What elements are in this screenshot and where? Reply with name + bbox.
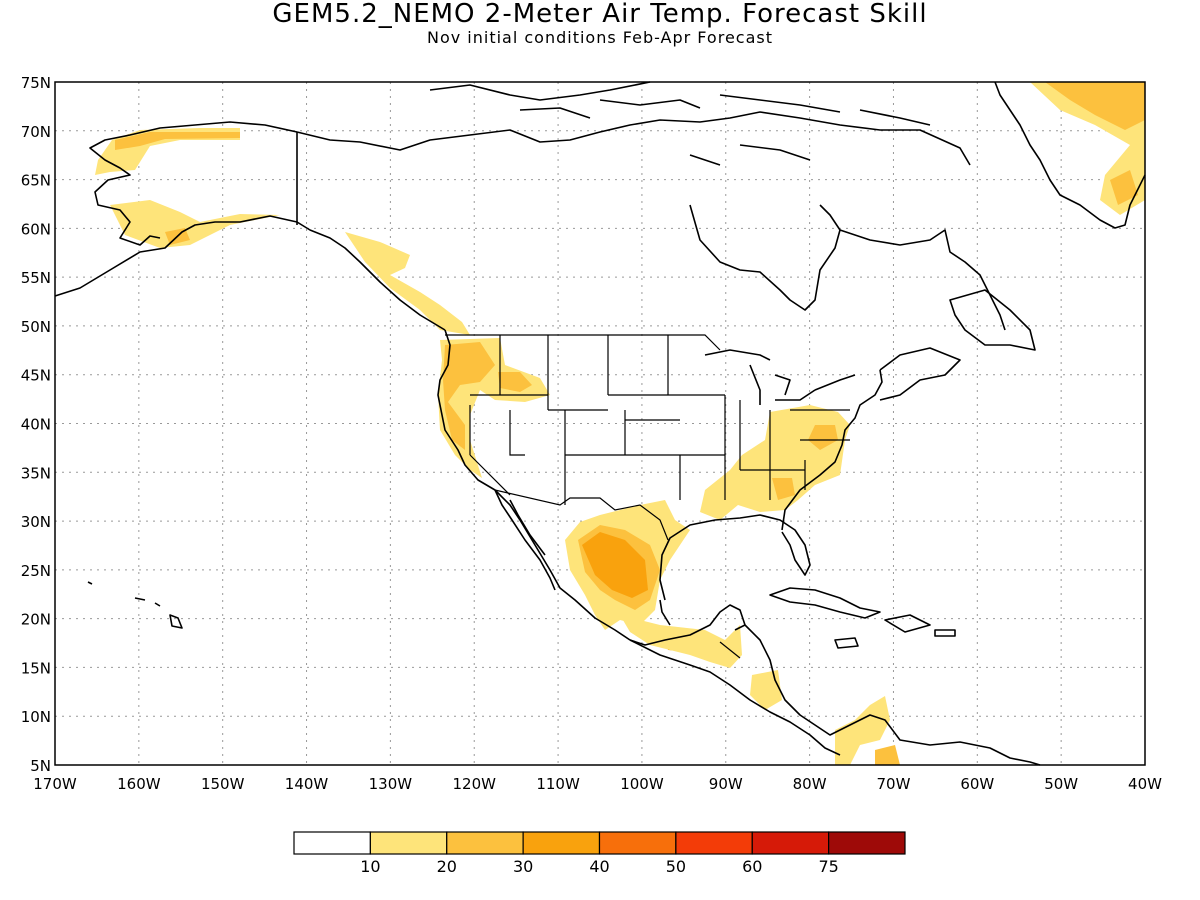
lat-tick-label: 65N	[21, 172, 51, 190]
legend-swatch	[828, 831, 906, 855]
shade-venezuela	[875, 745, 900, 765]
shade-east-light	[700, 405, 850, 520]
lon-tick-label: 110W	[536, 775, 580, 793]
shade-east-mid-2	[772, 478, 795, 500]
shade-central-america-light	[620, 615, 742, 668]
shade-east-mid-1	[808, 425, 838, 450]
legend-label: 75	[818, 857, 838, 876]
coast-puerto-rico	[934, 629, 956, 637]
legend-label: 50	[666, 857, 686, 876]
lat-tick-label: 25N	[21, 562, 51, 580]
lon-tick-label: 50W	[1044, 775, 1078, 793]
coast-hawaii	[87, 581, 183, 629]
shade-pnw-mid	[443, 342, 495, 450]
lon-tick-label: 170W	[33, 775, 77, 793]
border-us-states	[469, 335, 850, 505]
shade-alaska-south	[110, 200, 280, 248]
lon-tick-label: 120W	[452, 775, 496, 793]
coast-central-america	[629, 624, 1041, 766]
shade-bc	[345, 232, 470, 335]
lon-tick-label: 90W	[709, 775, 743, 793]
coast-arctic-islands	[429, 81, 931, 166]
shade-idaho	[498, 372, 532, 392]
lat-tick-label: 55N	[21, 269, 51, 287]
coast-us-west	[437, 329, 631, 641]
longitude-labels: 170W 160W 150W 140W 130W 120W 110W 100W 90W 80W 70…	[33, 775, 1162, 793]
shade-greenland-east	[1110, 170, 1138, 205]
lat-tick-label: 60N	[21, 220, 51, 238]
legend-label: 60	[742, 857, 762, 876]
lat-tick-label: 45N	[21, 367, 51, 385]
coast-gulf	[629, 514, 811, 646]
lat-tick-label: 30N	[21, 513, 51, 531]
coastlines	[54, 81, 1146, 766]
lat-tick-label: 50N	[21, 318, 51, 336]
lon-tick-label: 70W	[877, 775, 911, 793]
shade-honduras	[750, 670, 782, 710]
map-title: GEM5.2_NEMO 2-Meter Air Temp. Forecast S…	[272, 0, 928, 29]
map-subtitle: Nov initial conditions Feb-Apr Forecast	[426, 28, 773, 47]
coast-newfoundland	[949, 289, 1036, 351]
legend-swatch	[522, 831, 601, 855]
coast-arctic-canada	[296, 111, 971, 166]
legend-label: 30	[513, 857, 533, 876]
lat-tick-label: 70N	[21, 123, 51, 141]
coast-maritimes	[879, 347, 961, 401]
map-frame	[54, 81, 1146, 766]
latitude-labels: 75N 70N 65N 60N 55N 50N 45N 40N 35N 30N 25N 20N 15N 1…	[21, 74, 51, 775]
lat-tick-label: 75N	[21, 74, 51, 92]
legend-swatch	[675, 831, 753, 855]
lat-tick-label: 10N	[21, 708, 51, 726]
border-us-canada	[445, 334, 721, 351]
legend-label: 40	[589, 857, 609, 876]
lon-tick-label: 60W	[960, 775, 994, 793]
coast-hudson-bay	[689, 204, 841, 311]
lat-tick-label: 5N	[30, 757, 51, 775]
border-mexico-guatemala	[719, 641, 741, 659]
lat-tick-label: 15N	[21, 659, 51, 677]
shade-greenland-mid	[1045, 82, 1145, 130]
coast-labrador	[839, 229, 1006, 331]
legend-swatch	[369, 831, 448, 855]
lat-tick-label: 20N	[21, 611, 51, 629]
coast-cuba	[769, 587, 881, 619]
lon-tick-label: 160W	[117, 775, 161, 793]
coast-us-east	[781, 369, 883, 531]
lon-tick-label: 150W	[201, 775, 245, 793]
legend-swatch	[446, 831, 524, 855]
lat-tick-label: 35N	[21, 464, 51, 482]
color-legend: 10 20 30 40 50 60 75	[293, 831, 906, 876]
coast-hispaniola	[884, 614, 931, 633]
shade-mexico-core	[582, 532, 648, 598]
lon-tick-label: 100W	[620, 775, 664, 793]
legend-swatch	[751, 831, 830, 855]
border-us-mexico	[494, 489, 669, 541]
shade-alaska-north-core	[115, 132, 240, 150]
gridlines	[55, 82, 1145, 765]
lon-tick-label: 40W	[1128, 775, 1162, 793]
coast-jamaica	[834, 637, 859, 649]
coast-greenland	[994, 81, 1146, 229]
political-borders	[445, 334, 850, 659]
coast-baja	[494, 489, 556, 591]
coast-alaska	[54, 121, 446, 331]
coast-great-lakes	[704, 349, 856, 405]
legend-label: 10	[360, 857, 380, 876]
lon-tick-label: 80W	[793, 775, 827, 793]
lon-tick-label: 140W	[285, 775, 329, 793]
legend-swatch	[598, 831, 677, 855]
legend-label: 20	[437, 857, 457, 876]
shade-caribbean	[835, 696, 890, 765]
lat-tick-label: 40N	[21, 416, 51, 434]
lon-tick-label: 130W	[369, 775, 413, 793]
legend-swatch	[293, 831, 371, 855]
